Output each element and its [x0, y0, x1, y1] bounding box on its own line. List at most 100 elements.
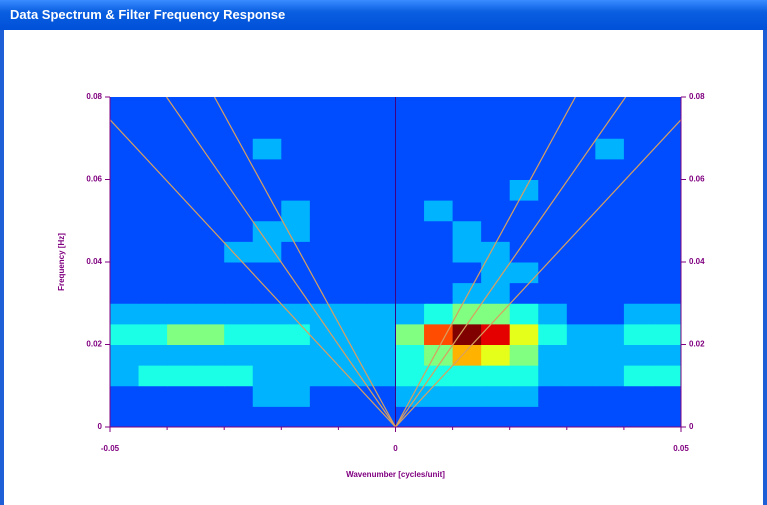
heat-cell: [281, 324, 310, 345]
heat-cell: [367, 241, 396, 262]
y-tick-label: 0.06: [689, 175, 705, 184]
heat-cell: [481, 262, 510, 283]
heat-cell: [510, 221, 539, 242]
heat-cell: [367, 283, 396, 304]
heat-cell: [196, 365, 225, 386]
heat-cell: [481, 180, 510, 201]
heat-cell: [567, 303, 596, 324]
heat-cell: [567, 386, 596, 407]
heat-cell: [481, 283, 510, 304]
heat-cell: [310, 345, 339, 366]
heat-cell: [110, 159, 139, 180]
heat-cell: [224, 221, 253, 242]
heat-cell: [424, 386, 453, 407]
heat-cell: [396, 262, 425, 283]
heat-cell: [281, 406, 310, 427]
heat-cell: [338, 345, 367, 366]
heat-cell: [338, 159, 367, 180]
heat-cell: [567, 241, 596, 262]
heat-cell: [567, 97, 596, 118]
y-tick-label: 0.02: [689, 340, 705, 349]
page: {"window": {"title": "Data Spectrum & Fi…: [0, 0, 767, 505]
window: Data Spectrum & Filter Frequency Respons…: [0, 0, 767, 505]
heat-cell: [253, 221, 282, 242]
heat-cell: [139, 345, 168, 366]
heat-cell: [110, 200, 139, 221]
heat-cell: [595, 221, 624, 242]
heat-cell: [110, 180, 139, 201]
heat-cell: [167, 283, 196, 304]
heat-cell: [538, 200, 567, 221]
heat-cell: [538, 324, 567, 345]
heat-cell: [424, 262, 453, 283]
heat-cell: [338, 200, 367, 221]
heat-cell: [338, 262, 367, 283]
heat-cell: [510, 118, 539, 139]
heat-cell: [367, 180, 396, 201]
heat-cell: [224, 386, 253, 407]
heat-cell: [424, 406, 453, 427]
heat-cell: [139, 303, 168, 324]
heat-cell: [396, 303, 425, 324]
heat-cell: [595, 200, 624, 221]
heat-cell: [652, 283, 681, 304]
heat-cell: [253, 138, 282, 159]
heat-cell: [652, 180, 681, 201]
y-tick-label: 0: [689, 422, 694, 431]
y-tick-label: 0: [98, 422, 103, 431]
heat-cell: [196, 159, 225, 180]
heat-cell: [167, 345, 196, 366]
heat-cell: [367, 200, 396, 221]
heat-cell: [453, 97, 482, 118]
y-tick-label: 0.04: [86, 257, 102, 266]
heat-cell: [538, 283, 567, 304]
heat-cell: [139, 97, 168, 118]
heat-cell: [396, 221, 425, 242]
heat-cell: [196, 241, 225, 262]
x-tick-label: -0.05: [101, 444, 120, 453]
y-tick-label: 0.08: [86, 92, 102, 101]
heat-cell: [338, 324, 367, 345]
heat-cell: [338, 97, 367, 118]
heat-cell: [624, 180, 653, 201]
heat-cell: [453, 221, 482, 242]
heat-cell: [396, 200, 425, 221]
x-tick-label: 0: [393, 444, 398, 453]
heat-cell: [652, 365, 681, 386]
heat-cell: [453, 345, 482, 366]
heat-cell: [453, 406, 482, 427]
heat-cell: [624, 221, 653, 242]
heat-cell: [139, 200, 168, 221]
heat-cell: [110, 365, 139, 386]
heat-cell: [510, 345, 539, 366]
heat-cell: [196, 386, 225, 407]
heat-cell: [595, 241, 624, 262]
heat-cell: [167, 221, 196, 242]
heat-cell: [110, 138, 139, 159]
heat-cell: [367, 324, 396, 345]
heat-cell: [110, 221, 139, 242]
heat-cell: [253, 241, 282, 262]
heat-cell: [652, 324, 681, 345]
heat-cell: [224, 97, 253, 118]
heat-cell: [167, 97, 196, 118]
heat-cell: [396, 345, 425, 366]
heat-cell: [510, 138, 539, 159]
heat-cell: [624, 97, 653, 118]
title-bar: Data Spectrum & Filter Frequency Respons…: [0, 0, 767, 30]
heat-cell: [424, 97, 453, 118]
heat-cell: [481, 386, 510, 407]
heat-cell: [167, 200, 196, 221]
heat-cell: [481, 241, 510, 262]
heat-cell: [595, 324, 624, 345]
heat-cell: [253, 159, 282, 180]
heat-cell: [652, 97, 681, 118]
heat-cell: [652, 221, 681, 242]
heat-cell: [253, 345, 282, 366]
heat-cell: [338, 406, 367, 427]
heat-cell: [253, 262, 282, 283]
heat-cell: [538, 159, 567, 180]
heat-cell: [281, 97, 310, 118]
heat-cell: [396, 386, 425, 407]
heat-cell: [338, 138, 367, 159]
